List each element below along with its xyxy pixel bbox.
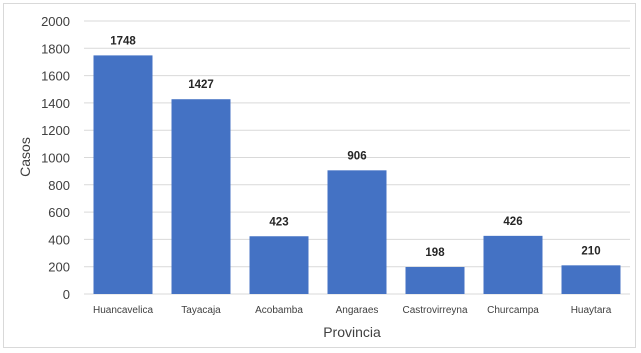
x-tick-label: Huancavelica	[93, 305, 153, 316]
y-tick-label: 1600	[41, 69, 70, 84]
data-label: 426	[503, 216, 522, 228]
y-tick-label: 1200	[41, 123, 70, 138]
x-tick-label: Acobamba	[255, 305, 303, 316]
y-tick-label: 600	[48, 205, 70, 220]
bars	[93, 55, 621, 295]
data-label: 1748	[110, 35, 136, 47]
bar	[171, 99, 231, 294]
x-tick-label: Angaraes	[336, 305, 379, 316]
y-tick-label: 0	[63, 287, 70, 302]
bar	[249, 236, 309, 294]
bar	[561, 265, 621, 294]
y-axis-ticks: 0 200 400 600 800 1000 1200 1400 1600 1800 2000	[41, 14, 70, 302]
data-label: 906	[347, 150, 366, 162]
y-tick-label: 1000	[41, 151, 70, 166]
data-label: 198	[425, 247, 445, 259]
y-tick-label: 1400	[41, 96, 70, 111]
data-label: 423	[269, 216, 288, 228]
x-tick-label: Castrovirreyna	[402, 305, 467, 316]
bar	[405, 266, 465, 294]
data-label: 210	[581, 245, 600, 257]
y-tick-label: 200	[48, 260, 70, 275]
bar	[483, 235, 543, 294]
y-tick-label: 2000	[41, 14, 70, 29]
y-tick-label: 400	[48, 232, 70, 247]
x-axis-title: Provincia	[323, 324, 381, 340]
x-axis-ticks: Huancavelica Tayacaja Acobamba Angaraes Cast…	[93, 305, 612, 316]
bar	[327, 170, 387, 294]
y-tick-label: 1800	[41, 41, 70, 56]
y-axis-title: Casos	[17, 137, 33, 177]
x-tick-label: Huaytara	[571, 305, 612, 316]
x-tick-label: Churcampa	[487, 305, 539, 316]
data-labels: 1748 1427 423 906 198 426 210	[110, 35, 600, 259]
x-tick-label: Tayacaja	[181, 305, 221, 316]
bar	[93, 55, 153, 295]
y-tick-label: 800	[48, 178, 70, 193]
data-label: 1427	[188, 79, 214, 91]
